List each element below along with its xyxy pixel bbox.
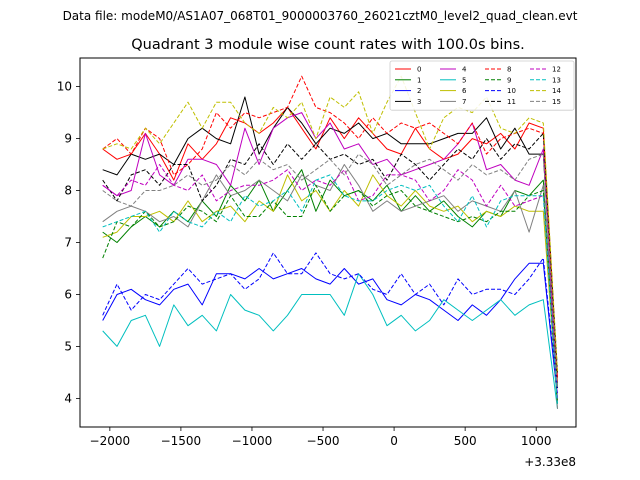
series-line-5 xyxy=(102,273,558,409)
y-tick-label: 8 xyxy=(64,184,72,198)
legend-label-6: 6 xyxy=(462,87,467,95)
x-tick-label: −1500 xyxy=(161,434,202,448)
series-line-9 xyxy=(102,184,558,404)
legend-label-13: 13 xyxy=(552,76,561,84)
series-line-15 xyxy=(102,153,558,389)
legend-label-1: 1 xyxy=(417,76,421,84)
x-offset-label: +3.33e8 xyxy=(524,455,576,469)
legend-label-3: 3 xyxy=(417,98,421,106)
x-tick-label: 0 xyxy=(390,434,398,448)
series-line-0 xyxy=(102,106,558,378)
legend-label-15: 15 xyxy=(552,98,561,106)
legend-label-4: 4 xyxy=(462,66,467,74)
series-line-13 xyxy=(102,174,558,404)
legend-label-5: 5 xyxy=(462,76,466,84)
legend-label-10: 10 xyxy=(507,87,516,95)
x-tick-label: 500 xyxy=(454,434,477,448)
legend-label-11: 11 xyxy=(507,98,516,106)
series-line-10 xyxy=(102,252,558,394)
series-line-14 xyxy=(102,75,558,373)
legend-label-2: 2 xyxy=(417,87,421,95)
y-tick-label: 6 xyxy=(64,287,72,301)
figure-suptitle: Data file: modeM0/AS1A07_068T01_90000037… xyxy=(63,9,578,23)
legend-label-8: 8 xyxy=(507,66,511,74)
y-axis: 4 5 6 7 8 9 10 xyxy=(57,80,80,405)
legend-label-14: 14 xyxy=(552,87,561,95)
legend-label-12: 12 xyxy=(552,66,561,74)
y-tick-label: 4 xyxy=(64,391,72,405)
series-line-7 xyxy=(102,164,558,409)
legend-label-7: 7 xyxy=(462,98,466,106)
chart-title: Quadrant 3 module wise count rates with … xyxy=(131,37,525,53)
series-layer xyxy=(102,75,558,409)
y-tick-label: 5 xyxy=(64,339,72,353)
x-tick-label: −2000 xyxy=(90,434,131,448)
y-tick-label: 9 xyxy=(64,132,72,146)
x-tick-label: −500 xyxy=(307,434,340,448)
legend-label-9: 9 xyxy=(507,76,511,84)
series-line-3 xyxy=(102,96,558,389)
series-line-12 xyxy=(102,164,558,399)
series-line-4 xyxy=(102,112,558,404)
x-tick-label: −1000 xyxy=(232,434,273,448)
legend-label-0: 0 xyxy=(417,66,421,74)
x-tick-label: 1000 xyxy=(521,434,552,448)
y-tick-label: 10 xyxy=(57,80,72,94)
y-tick-label: 7 xyxy=(64,236,72,250)
series-line-2 xyxy=(102,262,558,399)
series-line-8 xyxy=(102,75,558,383)
x-axis: −2000 −1500 −1000 −500 0 500 1000 xyxy=(90,427,552,448)
legend-box xyxy=(389,60,575,111)
